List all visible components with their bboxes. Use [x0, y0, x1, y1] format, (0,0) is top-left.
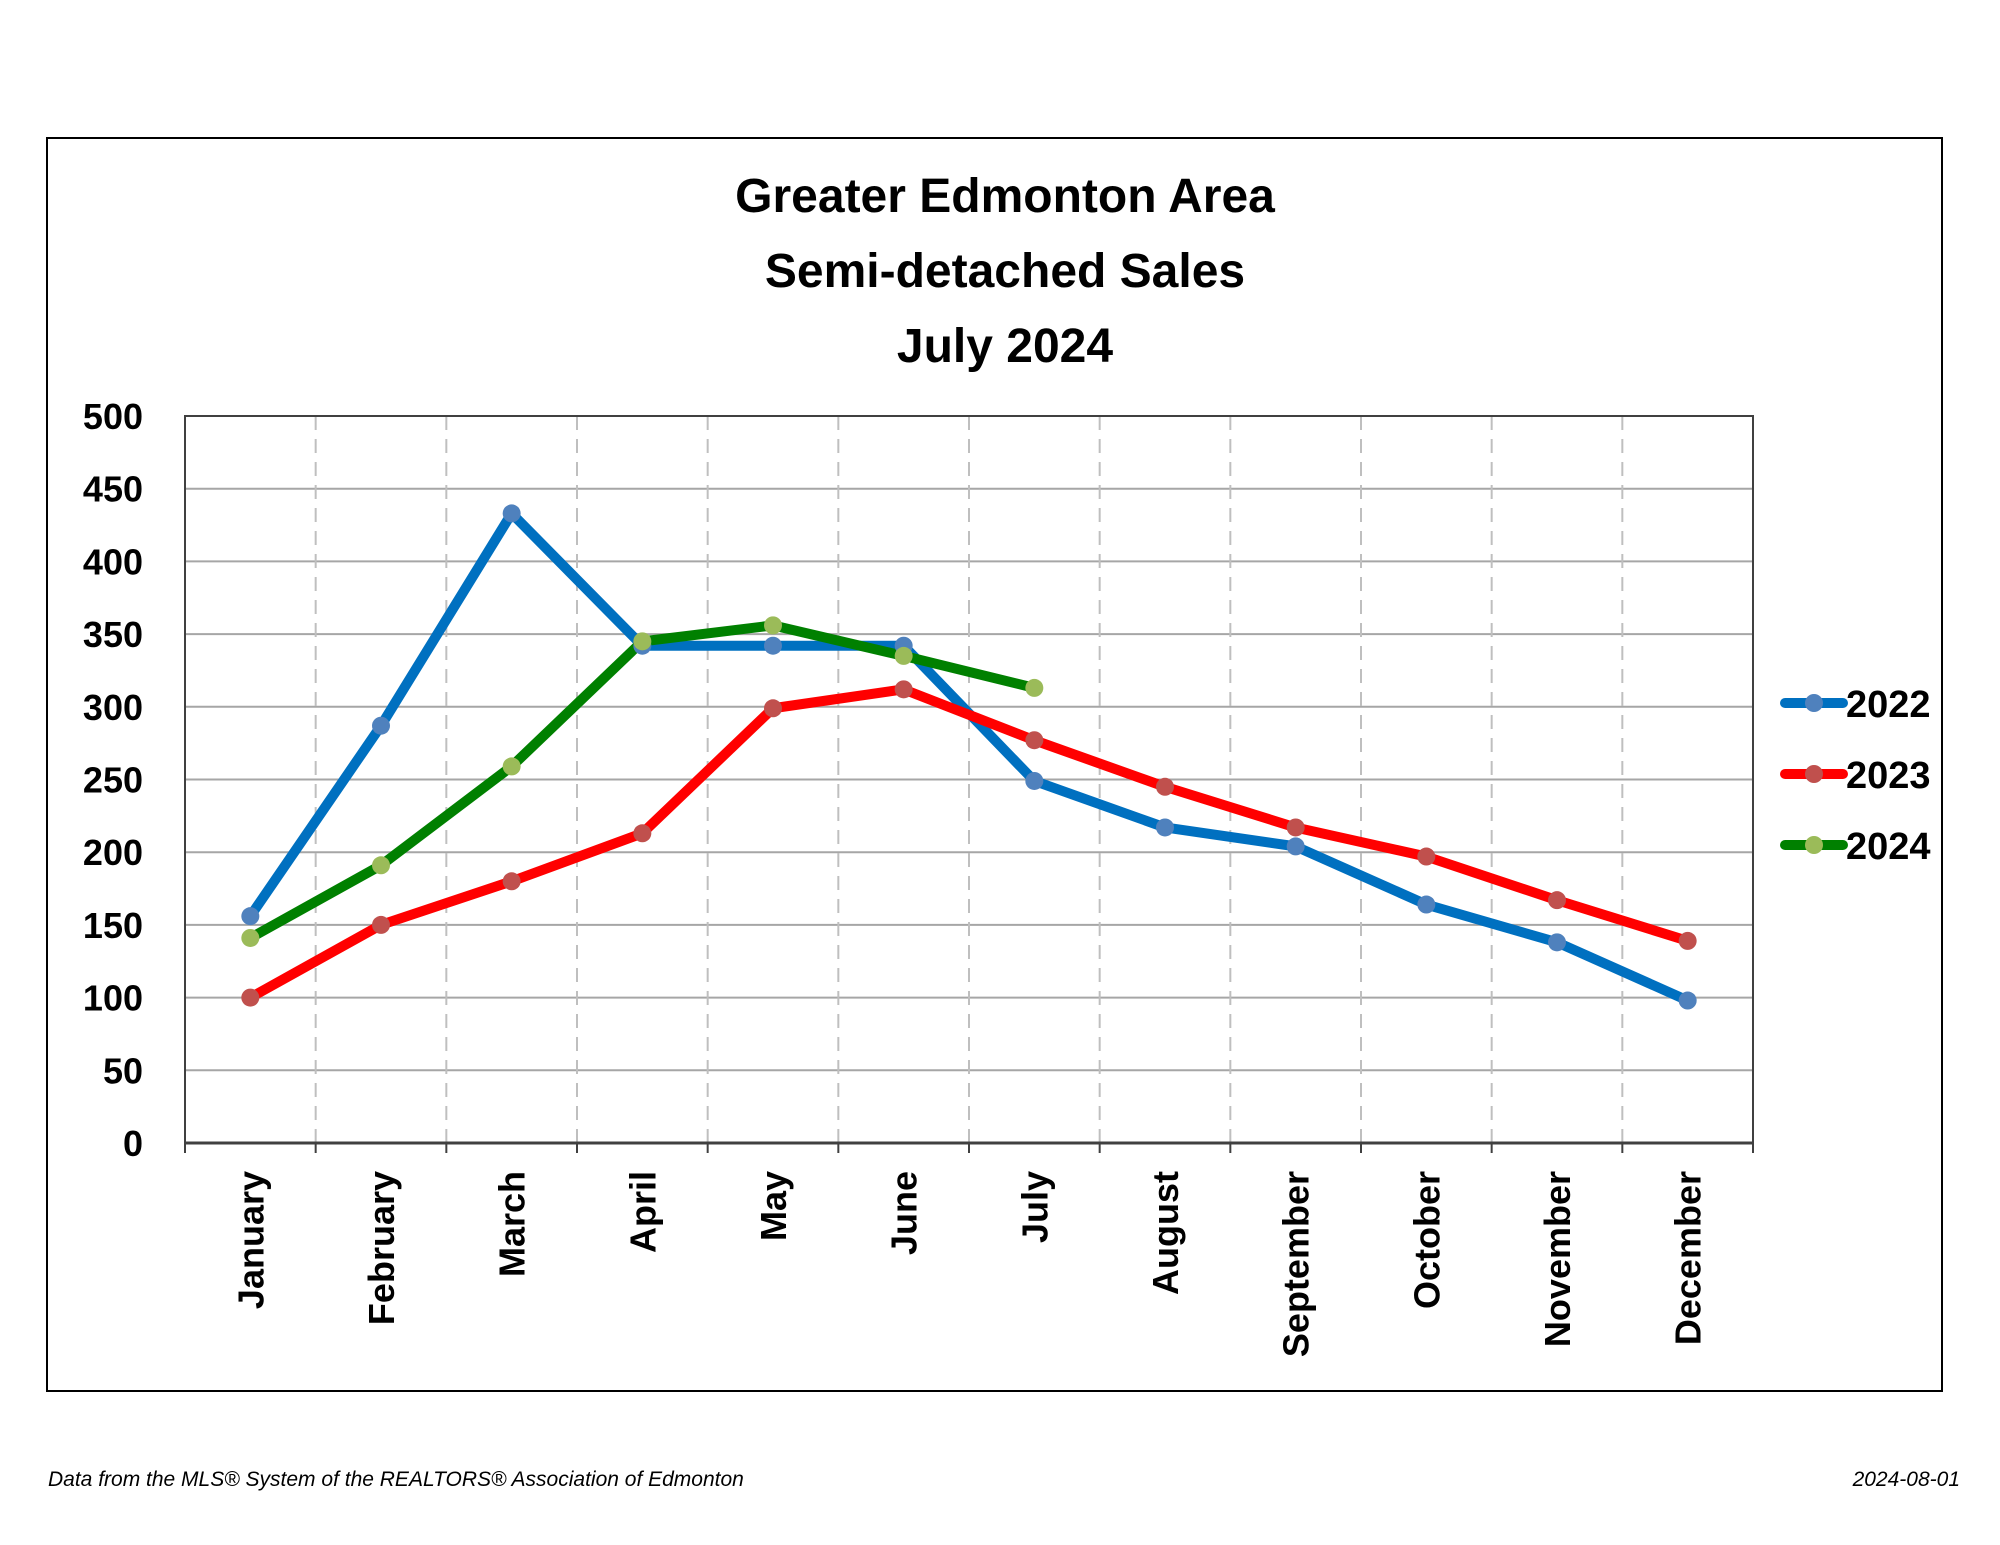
- point-2023-august: [1156, 777, 1174, 796]
- title-line-1: Greater Edmonton Area: [735, 170, 1275, 223]
- point-2022-may: [764, 636, 782, 655]
- x-tick-label-march: March: [492, 1171, 533, 1277]
- point-2023-march: [502, 872, 521, 891]
- point-2023-september: [1286, 818, 1305, 837]
- x-tick-label-july: July: [1014, 1171, 1055, 1243]
- title-line-2: Semi-detached Sales: [765, 245, 1245, 298]
- chart-frame: [46, 137, 1943, 1392]
- point-2023-may: [764, 699, 782, 718]
- point-2022-september: [1286, 837, 1305, 856]
- y-tick-label-100: 100: [83, 978, 143, 1019]
- grid-lines: [185, 415, 1753, 1143]
- point-2022-august: [1156, 818, 1174, 837]
- y-tick-label-0: 0: [123, 1123, 143, 1164]
- x-tick-label-october: October: [1406, 1171, 1447, 1309]
- y-tick-label-250: 250: [83, 760, 143, 801]
- x-tick-label-november: November: [1537, 1171, 1578, 1347]
- point-2024-february: [372, 856, 390, 875]
- series-line-2024: [245, 620, 1040, 943]
- point-2024-may: [764, 616, 782, 635]
- point-2022-march: [502, 504, 521, 523]
- chart-title: Greater Edmonton Area Semi-detached Sales…: [735, 170, 1275, 373]
- source-note: Data from the MLS® System of the REALTOR…: [48, 1468, 744, 1491]
- title-line-3: July 2024: [897, 320, 1113, 373]
- y-tick-label-500: 500: [83, 396, 143, 437]
- point-2023-december: [1678, 931, 1697, 950]
- x-tick-label-december: December: [1668, 1171, 1709, 1345]
- y-tick-label-350: 350: [83, 614, 143, 655]
- y-tick-label-450: 450: [83, 469, 143, 510]
- x-tick-label-may: May: [753, 1171, 794, 1241]
- y-tick-label-200: 200: [83, 832, 143, 873]
- legend-swatch-marker-2024: [1805, 836, 1823, 854]
- point-2022-january: [241, 907, 260, 926]
- point-2023-june: [894, 680, 913, 699]
- legend-label-2023: 2023: [1846, 755, 1931, 797]
- point-2024-july: [1025, 678, 1044, 697]
- point-2023-april: [633, 824, 652, 843]
- x-tick-label-february: February: [361, 1171, 402, 1325]
- y-tick-label-300: 300: [83, 687, 143, 728]
- legend-label-2022: 2022: [1846, 684, 1931, 726]
- legend: 2022 2023 2024: [1780, 684, 1931, 868]
- point-2023-january: [241, 988, 260, 1007]
- point-2024-april: [633, 632, 652, 651]
- point-2022-october: [1417, 895, 1436, 914]
- point-2023-october: [1417, 847, 1436, 866]
- point-2024-june: [894, 646, 913, 665]
- y-tick-label-150: 150: [83, 905, 143, 946]
- point-2022-february: [372, 716, 390, 735]
- point-2022-july: [1025, 771, 1044, 790]
- x-tick-label-june: June: [884, 1171, 925, 1255]
- x-tick-label-april: April: [622, 1171, 663, 1253]
- axes: 0 50 100 150 200 250 300 350 400 450 500 January Feb…: [83, 396, 1754, 1357]
- point-2024-march: [502, 757, 521, 776]
- x-tick-label-january: January: [230, 1171, 271, 1309]
- legend-swatch-marker-2022: [1805, 694, 1823, 712]
- point-2023-february: [372, 915, 390, 934]
- x-tick-label-august: August: [1145, 1171, 1186, 1295]
- y-tick-label-50: 50: [103, 1050, 143, 1091]
- y-tick-label-400: 400: [83, 541, 143, 582]
- report-date: 2024-08-01: [1852, 1468, 1960, 1491]
- point-2023-november: [1548, 891, 1566, 910]
- point-2022-november: [1548, 933, 1566, 952]
- legend-swatch-marker-2023: [1805, 765, 1823, 783]
- legend-label-2024: 2024: [1846, 826, 1931, 868]
- point-2023-july: [1025, 731, 1044, 750]
- series-line-2023: [245, 684, 1693, 1003]
- point-2024-january: [241, 928, 260, 947]
- data-series: [241, 504, 1697, 1010]
- point-2022-december: [1678, 991, 1697, 1010]
- x-tick-label-september: September: [1276, 1171, 1317, 1357]
